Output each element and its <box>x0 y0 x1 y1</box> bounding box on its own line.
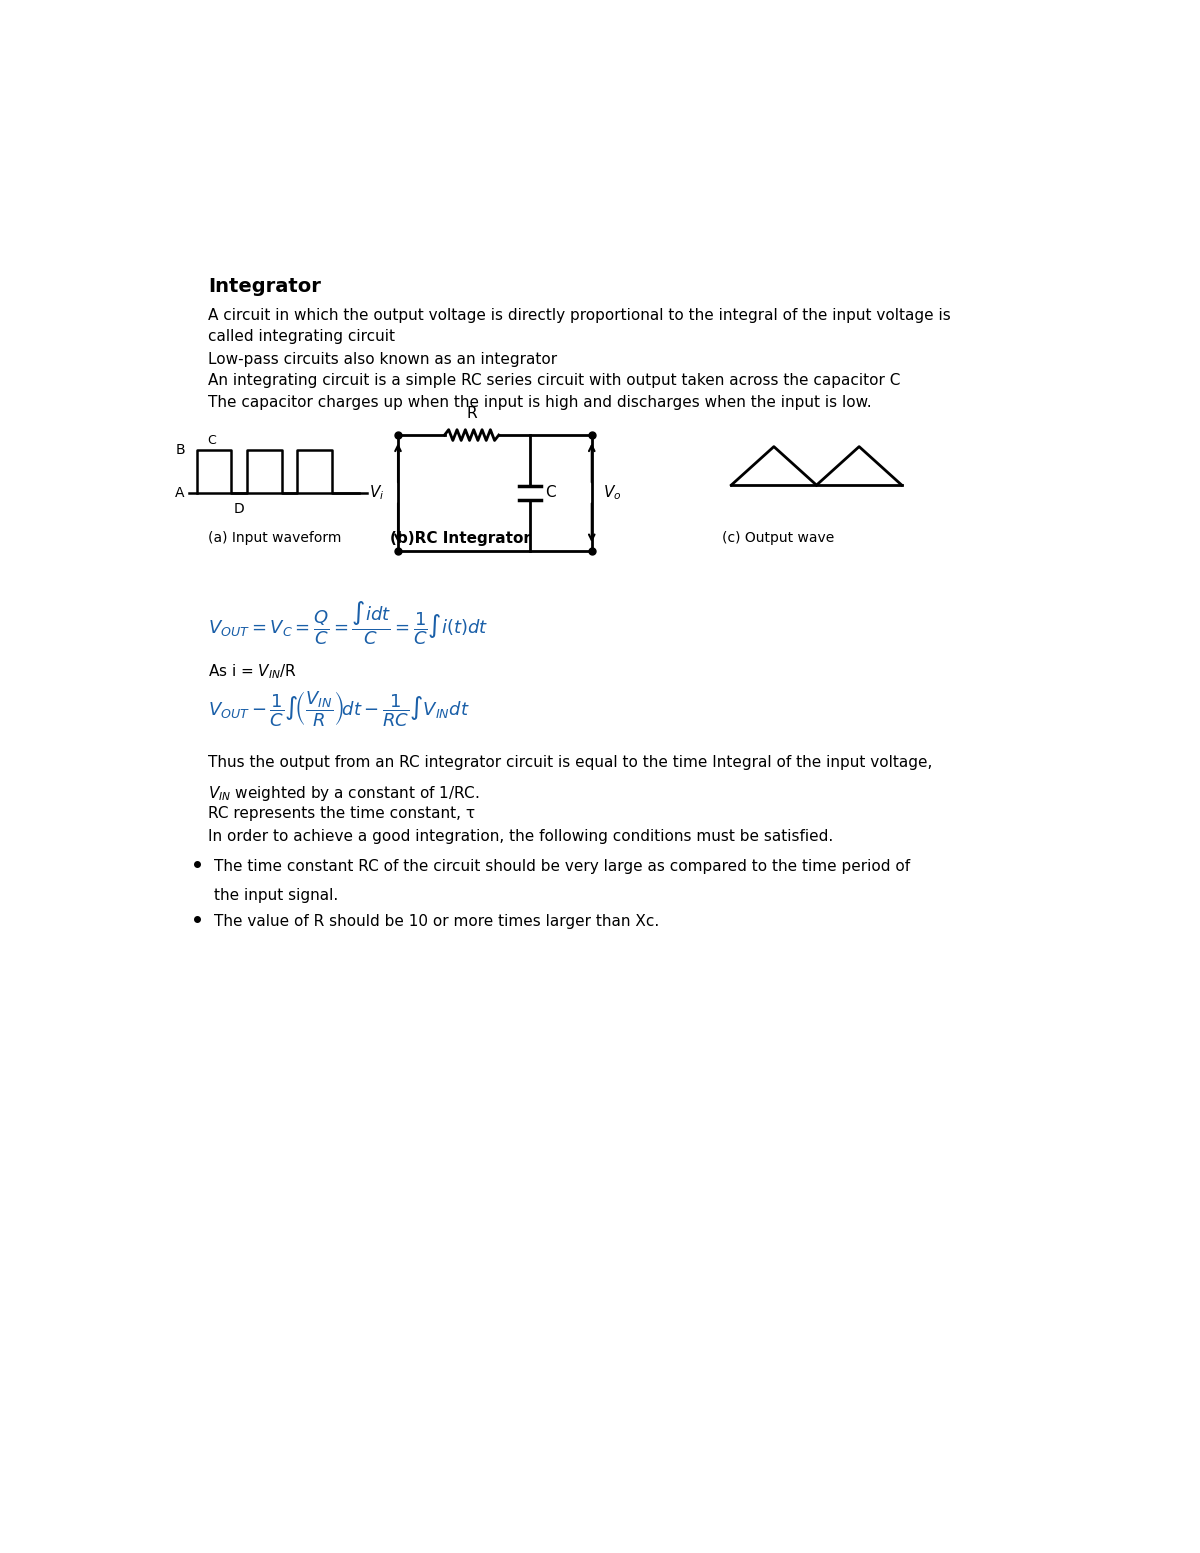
Text: As i = $V_{IN}$/R: As i = $V_{IN}$/R <box>208 662 298 680</box>
Text: $V_{OUT} = V_C = \dfrac{Q}{C} = \dfrac{\int idt}{C} = \dfrac{1}{C}\int i(t)dt$: $V_{OUT} = V_C = \dfrac{Q}{C} = \dfrac{\… <box>208 601 488 648</box>
Text: R: R <box>467 407 476 421</box>
Text: the input signal.: the input signal. <box>214 888 338 902</box>
Text: $V_o$: $V_o$ <box>604 483 622 502</box>
Text: C: C <box>208 435 216 447</box>
Text: In order to achieve a good integration, the following conditions must be satisfi: In order to achieve a good integration, … <box>208 829 833 845</box>
Text: The value of R should be 10 or more times larger than Xc.: The value of R should be 10 or more time… <box>214 915 659 929</box>
Text: A: A <box>175 486 185 500</box>
Text: A circuit in which the output voltage is directly proportional to the integral o: A circuit in which the output voltage is… <box>208 307 950 345</box>
Text: Integrator: Integrator <box>208 278 322 297</box>
Text: The capacitor charges up when the input is high and discharges when the input is: The capacitor charges up when the input … <box>208 394 871 410</box>
Text: (c) Output wave: (c) Output wave <box>721 531 834 545</box>
Text: Thus the output from an RC integrator circuit is equal to the time Integral of t: Thus the output from an RC integrator ci… <box>208 755 932 770</box>
Text: C: C <box>545 486 556 500</box>
Text: Low-pass circuits also known as an integrator: Low-pass circuits also known as an integ… <box>208 353 557 367</box>
Text: The time constant RC of the circuit should be very large as compared to the time: The time constant RC of the circuit shou… <box>214 859 910 874</box>
Text: B: B <box>175 444 185 458</box>
Text: RC represents the time constant, τ: RC represents the time constant, τ <box>208 806 475 822</box>
Text: $V_i$: $V_i$ <box>368 483 384 502</box>
Text: $V_{OUT} - \dfrac{1}{C}\int\!\left(\dfrac{V_{IN}}{R}\right)\!dt - \dfrac{1}{RC}\: $V_{OUT} - \dfrac{1}{C}\int\!\left(\dfra… <box>208 690 470 728</box>
Text: (b)RC Integrator: (b)RC Integrator <box>390 531 530 547</box>
Text: $V_{IN}$ weighted by a constant of 1/RC.: $V_{IN}$ weighted by a constant of 1/RC. <box>208 784 480 803</box>
Text: D: D <box>234 502 245 516</box>
Text: (a) Input waveform: (a) Input waveform <box>208 531 342 545</box>
Text: An integrating circuit is a simple RC series circuit with output taken across th: An integrating circuit is a simple RC se… <box>208 373 900 388</box>
